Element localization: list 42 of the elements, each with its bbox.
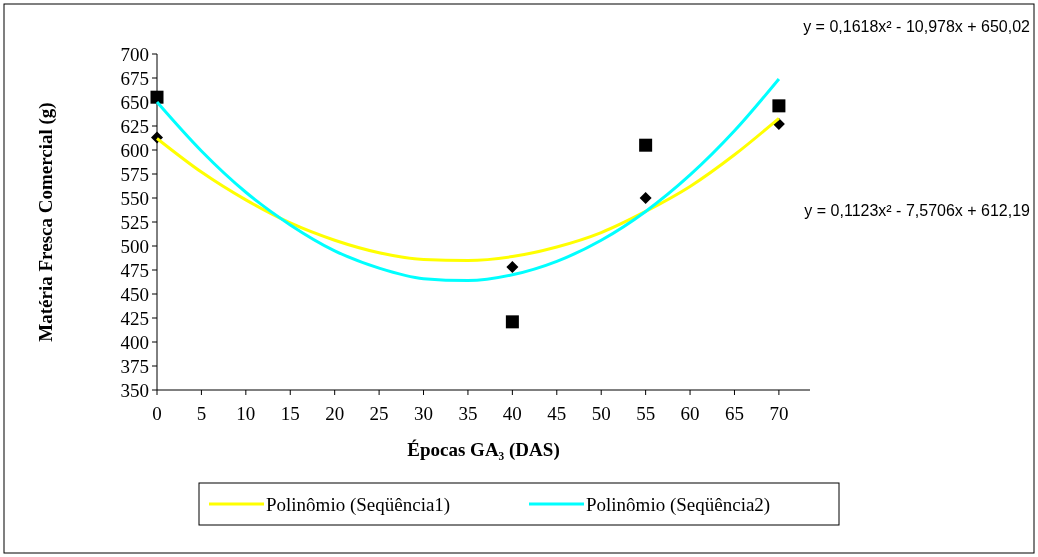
y-tick-label: 625 bbox=[120, 115, 149, 137]
x-tick-label: 45 bbox=[547, 403, 567, 424]
y-tick-label: 600 bbox=[120, 139, 149, 161]
x-tick-label: 10 bbox=[236, 403, 256, 424]
y-tick-label: 450 bbox=[120, 283, 149, 305]
y-tick-label: 575 bbox=[120, 163, 149, 185]
annotation: y = 0,1123x² - 7,5706x + 612,19 bbox=[804, 202, 1031, 219]
x-axis-title: Épocas GA₃ (DAS) bbox=[407, 439, 560, 461]
point bbox=[505, 315, 519, 329]
y-tick-label: 650 bbox=[120, 91, 149, 113]
x-tick-label: 5 bbox=[196, 403, 207, 424]
y-tick-label: 550 bbox=[120, 187, 149, 209]
point bbox=[639, 138, 653, 152]
x-tick-label: 40 bbox=[502, 403, 522, 424]
point bbox=[506, 261, 519, 274]
point bbox=[772, 99, 786, 113]
y-tick-label: 400 bbox=[120, 331, 149, 353]
y-tick-label: 525 bbox=[120, 211, 149, 233]
y-tick-label: 375 bbox=[120, 355, 149, 377]
y-tick-label: 425 bbox=[120, 307, 149, 329]
x-tick-label: 70 bbox=[769, 403, 789, 424]
text: y = 0,1618x² - 10,978x + 650,02 bbox=[803, 18, 1031, 35]
y-tick-label: 700 bbox=[120, 43, 149, 65]
x-tick-label: 30 bbox=[414, 403, 434, 424]
legend-label: Polinômio (Seqüência1) bbox=[266, 493, 451, 516]
x-tick-label: 0 bbox=[152, 403, 162, 424]
x-tick-label: 20 bbox=[325, 403, 345, 424]
y-tick-label: 500 bbox=[120, 235, 149, 257]
x-tick-label: 55 bbox=[636, 403, 656, 424]
y-tick-label: 675 bbox=[120, 67, 149, 89]
x-tick-label: 65 bbox=[724, 403, 744, 424]
point bbox=[150, 90, 164, 104]
y-tick-label: 350 bbox=[120, 379, 149, 401]
y-axis-title: Matéria Fresca Comercial (g) bbox=[35, 102, 57, 342]
x-tick-label: 15 bbox=[280, 403, 300, 424]
x-tick-label: 25 bbox=[369, 403, 389, 424]
legend-label: Polinômio (Seqüência2) bbox=[586, 493, 771, 516]
x-tick-label: 60 bbox=[680, 403, 700, 424]
x-tick-label: 35 bbox=[458, 403, 478, 424]
point bbox=[639, 192, 652, 204]
x-tick-label: 50 bbox=[591, 403, 611, 424]
y-tick-label: 475 bbox=[120, 259, 149, 281]
